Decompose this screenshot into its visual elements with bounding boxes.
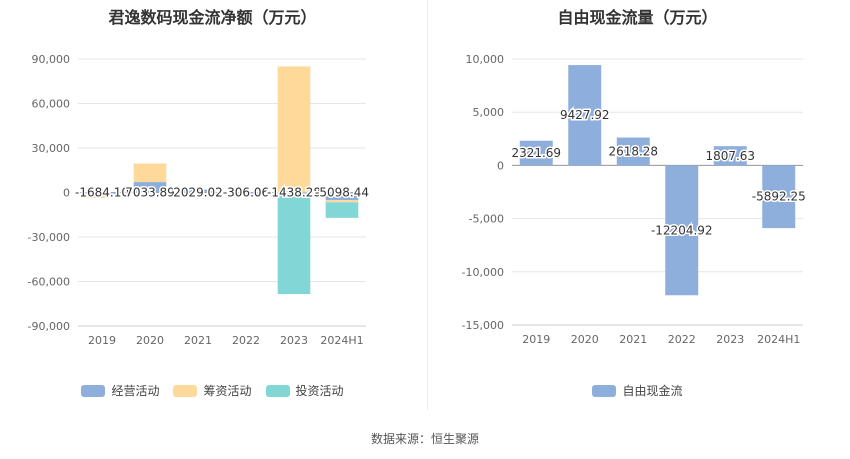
- free-cashflow-bar-0: [519, 140, 553, 166]
- net-cashflow-bar-0: [277, 192, 311, 195]
- free-cashflow-chart-title: 自由现金流量（万元）: [557, 8, 718, 27]
- net-cashflow-bar-0: [85, 192, 119, 195]
- free-cashflow-data-label: 2618.28: [608, 144, 658, 158]
- free-cashflow-legend-item[interactable]: 自由现金流: [592, 382, 683, 399]
- free-cashflow-xtick-label: 2023: [716, 333, 744, 346]
- free-cashflow-ytick-label: -15,000: [462, 319, 504, 332]
- net-cashflow-xtick-label: 2023: [280, 334, 308, 347]
- net-cashflow-bar-1: [325, 200, 359, 203]
- free-cashflow-bar-0: [665, 165, 699, 296]
- free-cashflow-data-label: -5892.25: [752, 190, 806, 204]
- net-cashflow-bar-0: [229, 192, 263, 194]
- free-cashflow-ytick-label: -5,000: [469, 213, 504, 226]
- net-cashflow-bar-0: [325, 192, 359, 201]
- net-cashflow-legend-label: 经营活动: [111, 384, 160, 398]
- net-cashflow-legend-swatch: [173, 384, 198, 397]
- net-cashflow-data-label: -306.06: [223, 186, 269, 200]
- free-cashflow-legend-label: 自由现金流: [622, 384, 683, 398]
- net-cashflow-xtick-label: 2019: [88, 334, 116, 347]
- free-cashflow-xtick-label: 2021: [619, 333, 647, 346]
- net-cashflow-bar-2: [277, 194, 311, 295]
- net-cashflow-ytick-label: 30,000: [32, 142, 71, 155]
- net-cashflow-legend: 经营活动 筹资活动 投资活动: [0, 382, 425, 399]
- free-cashflow-data-label: 9427.92: [560, 108, 610, 122]
- net-cashflow-chart-title: 君逸数码现金流净额（万元）: [108, 8, 317, 27]
- free-cashflow-ytick-label: 5,000: [473, 106, 505, 119]
- net-cashflow-legend-item[interactable]: 筹资活动: [173, 382, 252, 399]
- net-cashflow-legend-item[interactable]: 经营活动: [81, 382, 159, 399]
- free-cashflow-bar-0: [568, 65, 602, 166]
- net-cashflow-ytick-label: 60,000: [32, 98, 71, 111]
- net-cashflow-bar-0: [181, 189, 215, 193]
- net-cashflow-legend-swatch: [81, 384, 106, 397]
- free-cashflow-bar-0: [762, 165, 796, 229]
- free-cashflow-bar-0: [713, 146, 747, 166]
- data-source-note: 数据来源：恒生聚源: [370, 432, 479, 446]
- net-cashflow-data-label: 7033.89: [125, 186, 175, 200]
- free-cashflow-ytick-label: -10,000: [462, 266, 504, 279]
- net-cashflow-xtick-label: 2022: [232, 334, 260, 347]
- free-cashflow-xtick-label: 2020: [571, 333, 599, 346]
- free-cashflow-bar-0: [616, 137, 650, 166]
- free-cashflow-ytick-label: 10,000: [466, 53, 505, 66]
- net-cashflow-bar-1: [133, 163, 167, 183]
- free-cashflow-xtick-label: 2024H1: [757, 333, 800, 346]
- net-cashflow-xtick-label: 2021: [184, 334, 212, 347]
- net-cashflow-legend-label: 投资活动: [295, 384, 344, 398]
- free-cashflow-legend-swatch: [592, 384, 617, 397]
- net-cashflow-legend-swatch: [265, 384, 290, 397]
- net-cashflow-bar-1: [85, 194, 119, 198]
- net-cashflow-legend-label: 筹资活动: [203, 384, 252, 398]
- free-cashflow-xtick-label: 2022: [668, 333, 696, 346]
- free-cashflow-data-label: -12204.92: [651, 223, 713, 237]
- net-cashflow-ytick-label: -90,000: [28, 320, 70, 333]
- free-cashflow-chart-panel: 自由现金流量（万元） 10,000 5,000 0 -5,000 -10,000 -15,…: [425, 0, 850, 420]
- net-cashflow-data-label: -5098.44: [315, 186, 369, 200]
- free-cashflow-data-label: 1807.63: [705, 149, 755, 163]
- net-cashflow-xtick-label: 2024H1: [320, 334, 363, 347]
- net-cashflow-chart-panel: 君逸数码现金流净额（万元） 90,000 60,000 30,000 0 -30,000…: [0, 0, 425, 420]
- net-cashflow-ytick-label: -30,000: [28, 231, 70, 244]
- free-cashflow-legend: 自由现金流: [425, 382, 850, 399]
- net-cashflow-bar-0: [133, 182, 167, 193]
- net-cashflow-bar-1: [277, 66, 311, 193]
- net-cashflow-ytick-label: -60,000: [28, 276, 70, 289]
- net-cashflow-data-label: 2029.02: [173, 186, 223, 200]
- net-cashflow-xtick-label: 2020: [136, 334, 164, 347]
- free-cashflow-data-label: 2321.69: [511, 146, 561, 160]
- net-cashflow-ytick-label: 0: [63, 187, 70, 200]
- net-cashflow-data-label: -1684.10: [75, 186, 129, 200]
- free-cashflow-xtick-label: 2019: [522, 333, 550, 346]
- net-cashflow-bar-2: [325, 202, 359, 218]
- net-cashflow-chart: 90,000 60,000 30,000 0 -30,000 -60,000 -90,000…: [28, 53, 371, 347]
- net-cashflow-legend-item[interactable]: 投资活动: [265, 382, 344, 399]
- net-cashflow-data-label: -1438.28: [267, 186, 321, 200]
- free-cashflow-chart: 10,000 5,000 0 -5,000 -10,000 -15,000 2019 2020…: [462, 53, 808, 346]
- net-cashflow-ytick-label: 90,000: [32, 53, 71, 66]
- panel-divider: [427, 0, 428, 410]
- free-cashflow-ytick-label: 0: [497, 159, 504, 172]
